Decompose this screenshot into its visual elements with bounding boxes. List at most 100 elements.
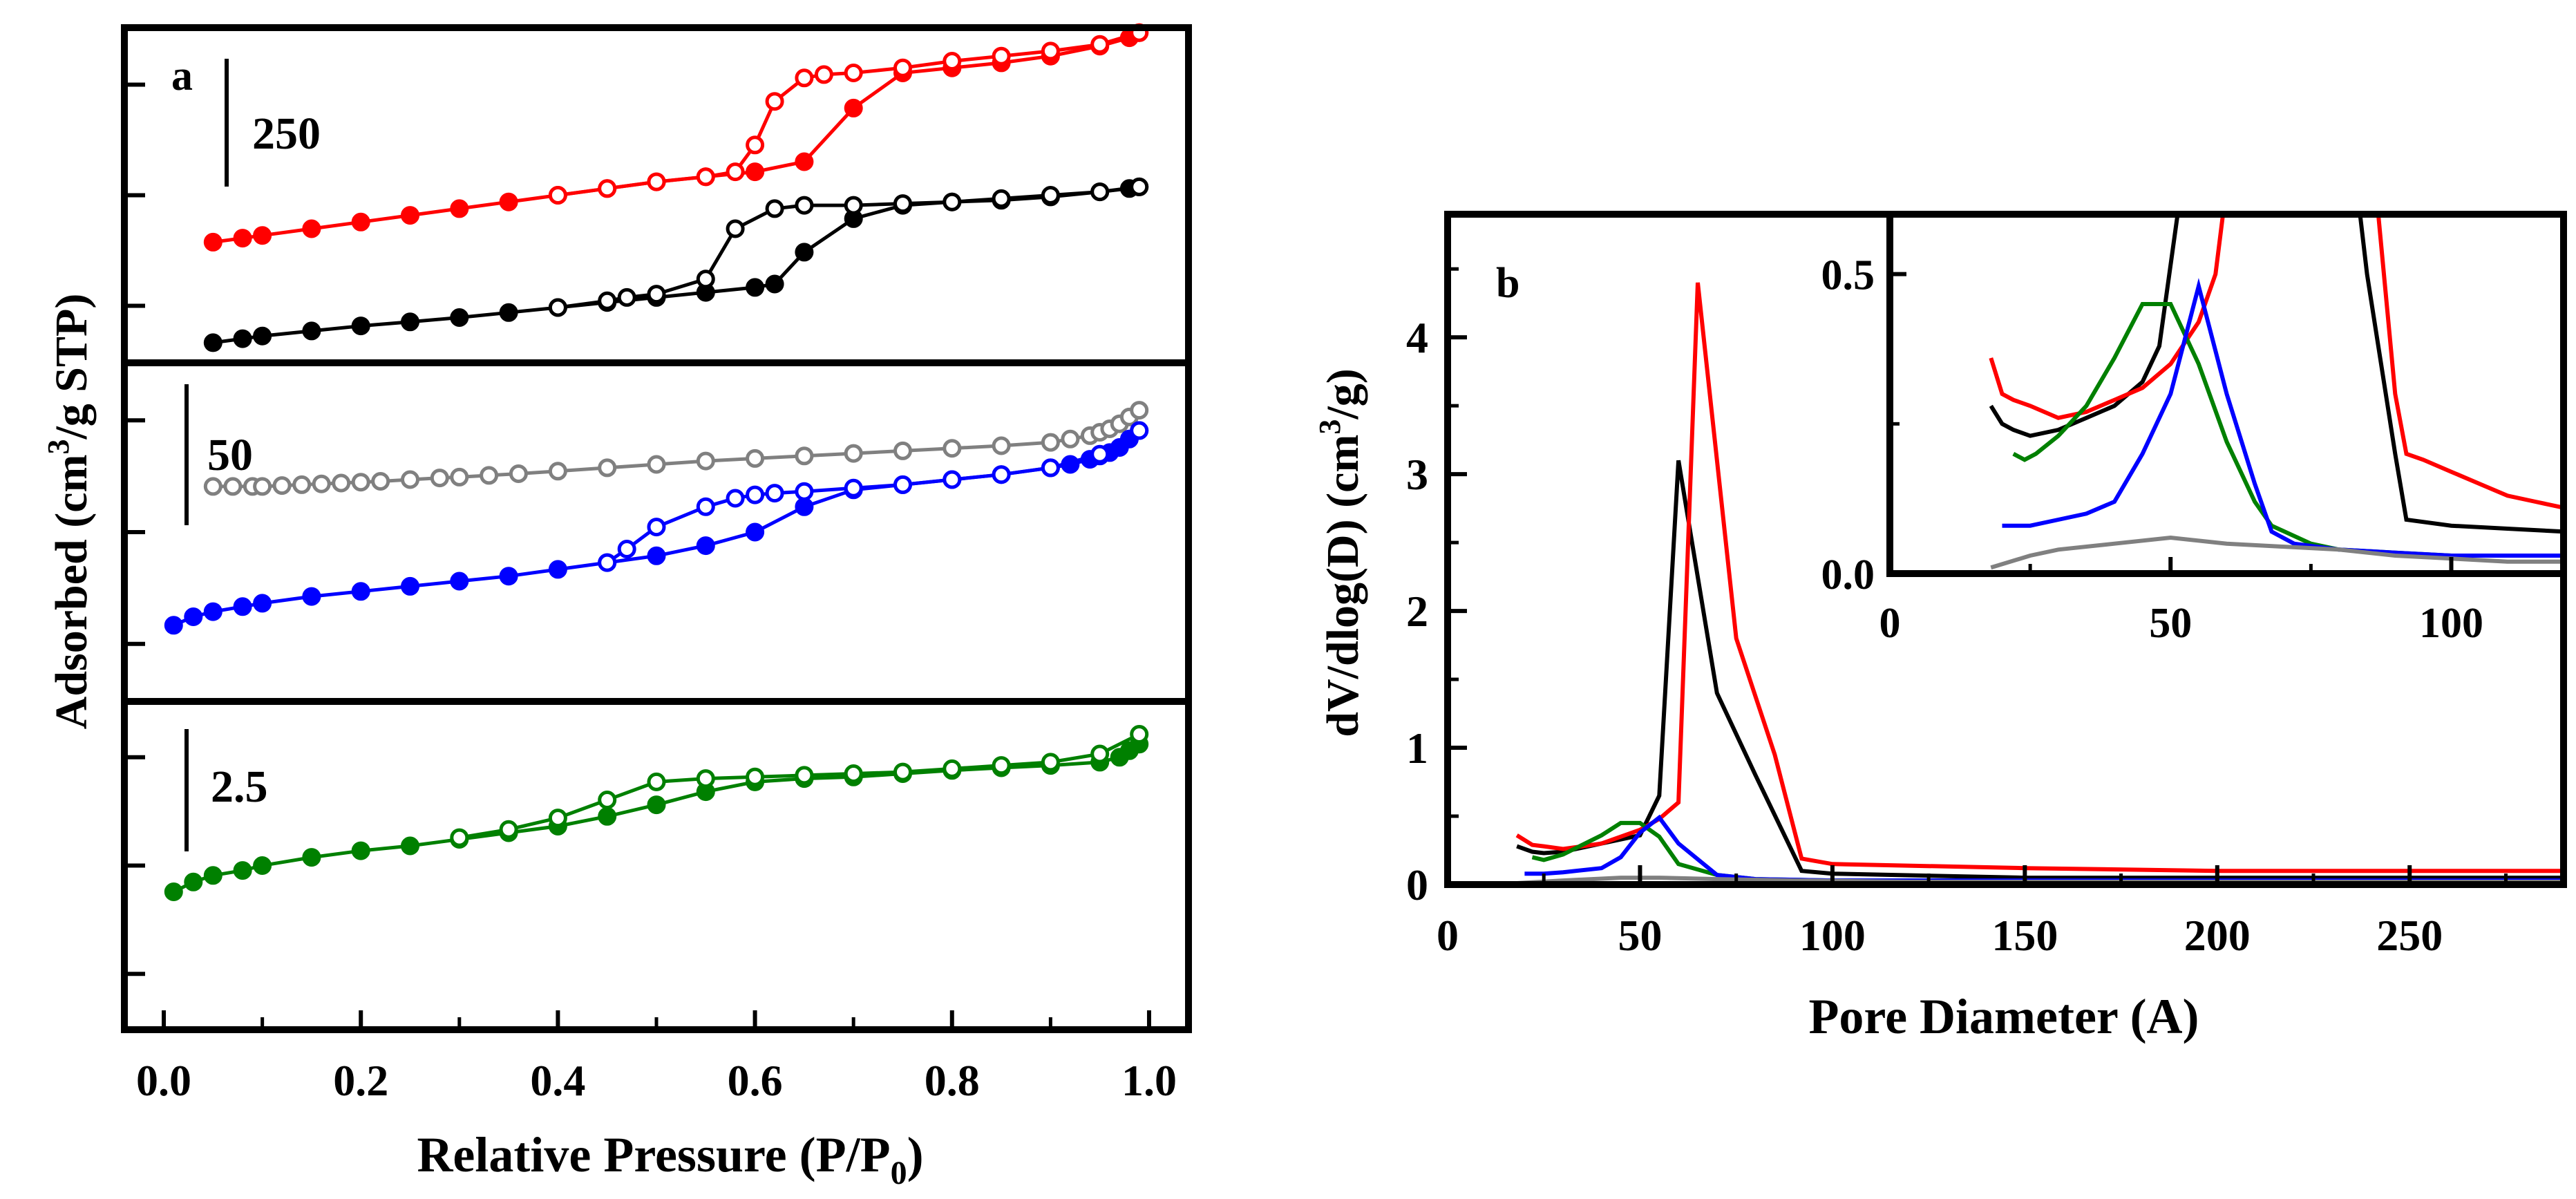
inset-series-blue xyxy=(2002,278,2564,558)
data-point xyxy=(893,194,912,214)
data-point xyxy=(795,68,814,88)
data-point xyxy=(795,482,814,501)
data-point xyxy=(893,441,912,460)
data-point xyxy=(223,477,243,496)
panel-a-label: a xyxy=(171,53,193,100)
panel-a-top-series-2-line xyxy=(212,185,1140,345)
data-point xyxy=(233,597,252,616)
data-point xyxy=(598,291,617,310)
data-point xyxy=(765,274,784,294)
data-point xyxy=(450,199,469,218)
data-point xyxy=(746,278,765,297)
data-point xyxy=(647,795,666,815)
data-point xyxy=(844,444,863,463)
data-point xyxy=(726,219,745,238)
data-point xyxy=(430,469,449,488)
inset-series-red xyxy=(1989,214,2564,510)
data-point xyxy=(726,162,745,182)
data-point xyxy=(746,449,765,468)
data-point xyxy=(253,326,272,346)
data-point xyxy=(233,329,252,348)
data-point xyxy=(647,172,666,191)
data-point xyxy=(647,772,666,791)
data-point xyxy=(893,58,912,77)
data-point xyxy=(598,791,617,809)
data-point xyxy=(696,167,715,187)
data-point xyxy=(450,828,469,847)
data-point xyxy=(233,229,252,248)
data-point xyxy=(203,477,222,496)
data-point xyxy=(992,46,1011,66)
x-tick-label: 0.2 xyxy=(333,1056,388,1105)
data-point xyxy=(401,576,419,596)
data-point xyxy=(943,439,962,458)
y-tick-label: 2 xyxy=(1406,587,1428,636)
y-tick-label: 3 xyxy=(1406,450,1428,499)
data-point xyxy=(765,484,784,503)
data-point xyxy=(795,446,814,466)
panel-a: 0.0 0.2 0.4 0.6 0.8 1.0 a 250 50 2.5 Adsorbed… xyxy=(41,23,1192,1191)
x-tick-label: 0.4 xyxy=(530,1056,585,1105)
panel-b-x-axis-label: Pore Diameter (A) xyxy=(1808,989,2199,1044)
data-point xyxy=(795,766,814,785)
data-point xyxy=(746,767,765,786)
data-point xyxy=(548,462,567,481)
data-point xyxy=(1041,186,1060,205)
data-point xyxy=(746,135,765,155)
data-point xyxy=(795,196,814,215)
data-point xyxy=(351,841,370,860)
x-tick-label: 150 xyxy=(1991,911,2058,960)
data-point xyxy=(401,836,419,856)
data-point xyxy=(351,317,370,336)
data-point xyxy=(1090,182,1110,202)
data-point xyxy=(450,467,469,487)
scale-label-middle: 50 xyxy=(207,430,253,480)
data-point xyxy=(598,806,617,826)
data-point xyxy=(312,474,331,493)
data-point xyxy=(992,436,1011,455)
data-point xyxy=(1041,753,1060,772)
data-point xyxy=(746,485,765,504)
data-point xyxy=(992,189,1011,208)
data-point xyxy=(1061,429,1080,449)
data-point xyxy=(598,553,617,572)
data-point xyxy=(696,536,715,556)
panel-a-subplot-frame xyxy=(121,698,1192,1033)
data-point xyxy=(1130,725,1149,744)
data-point xyxy=(893,475,912,494)
data-point xyxy=(480,466,499,485)
inset-ticks: 0 50 100 0.0 0.5 xyxy=(1821,252,2484,647)
data-point xyxy=(943,52,962,70)
panel-b-ticks: 0 50 100 150 200 250 0 1 2 3 4 xyxy=(1406,267,2508,960)
data-point xyxy=(253,856,272,875)
data-point xyxy=(351,212,370,232)
x-tick-label: 0.0 xyxy=(136,1056,191,1105)
scale-label-top: 250 xyxy=(252,108,321,159)
y-tick-label: 0 xyxy=(1406,860,1428,909)
data-point xyxy=(499,303,518,322)
data-point xyxy=(332,473,351,493)
data-point xyxy=(450,308,469,327)
data-point xyxy=(647,546,666,565)
x-tick-label: 200 xyxy=(2184,911,2251,960)
data-point xyxy=(509,464,528,483)
data-point xyxy=(499,192,518,211)
panel-a-top-plot xyxy=(203,23,1149,352)
data-point xyxy=(598,179,617,198)
panel-b-y-axis-label: dV/dlog(D) (cm3/g) xyxy=(1313,368,1368,737)
data-point xyxy=(746,522,765,542)
data-point xyxy=(499,820,518,839)
inset-y-tick-label: 0.5 xyxy=(1821,252,1875,299)
data-point xyxy=(272,476,292,495)
data-point xyxy=(943,192,962,211)
inset-frame xyxy=(1886,211,2567,577)
data-point xyxy=(548,186,567,205)
x-tick-label: 250 xyxy=(2376,911,2443,960)
data-point xyxy=(943,470,962,489)
data-point xyxy=(548,809,567,828)
panel-a-bottom-plot xyxy=(164,725,1149,901)
data-point xyxy=(1130,421,1149,440)
data-point xyxy=(450,572,469,591)
panel-a-x-ticks: 0.0 0.2 0.4 0.6 0.8 1.0 xyxy=(136,1010,1177,1105)
data-point xyxy=(253,594,272,613)
